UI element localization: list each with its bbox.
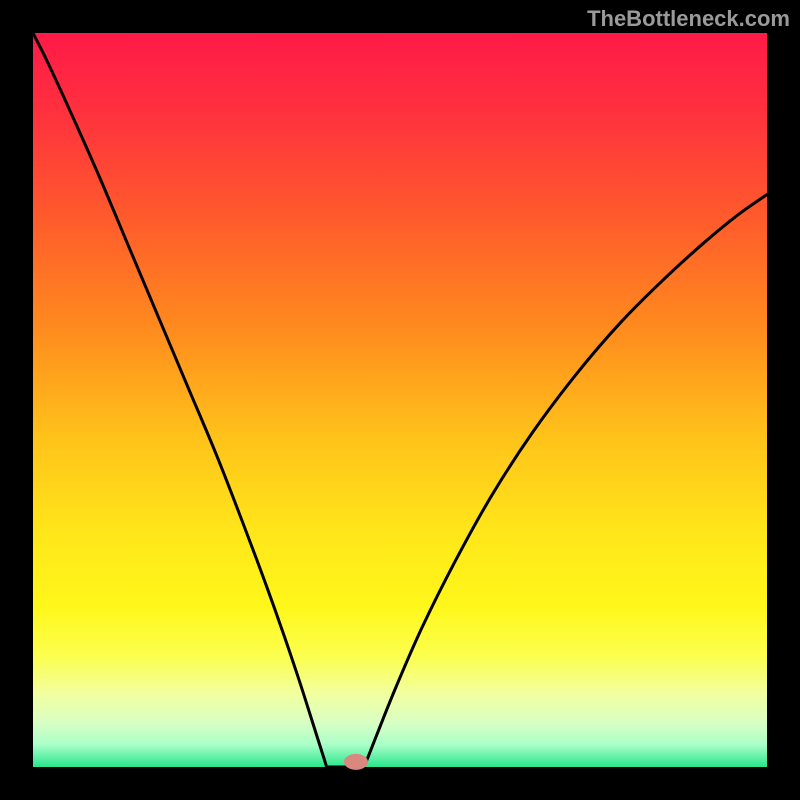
chart-container: TheBottleneck.com [0, 0, 800, 800]
plot-gradient-area [33, 33, 767, 767]
bottleneck-marker [344, 754, 368, 770]
watermark-text: TheBottleneck.com [587, 6, 790, 32]
bottleneck-chart [0, 0, 800, 800]
